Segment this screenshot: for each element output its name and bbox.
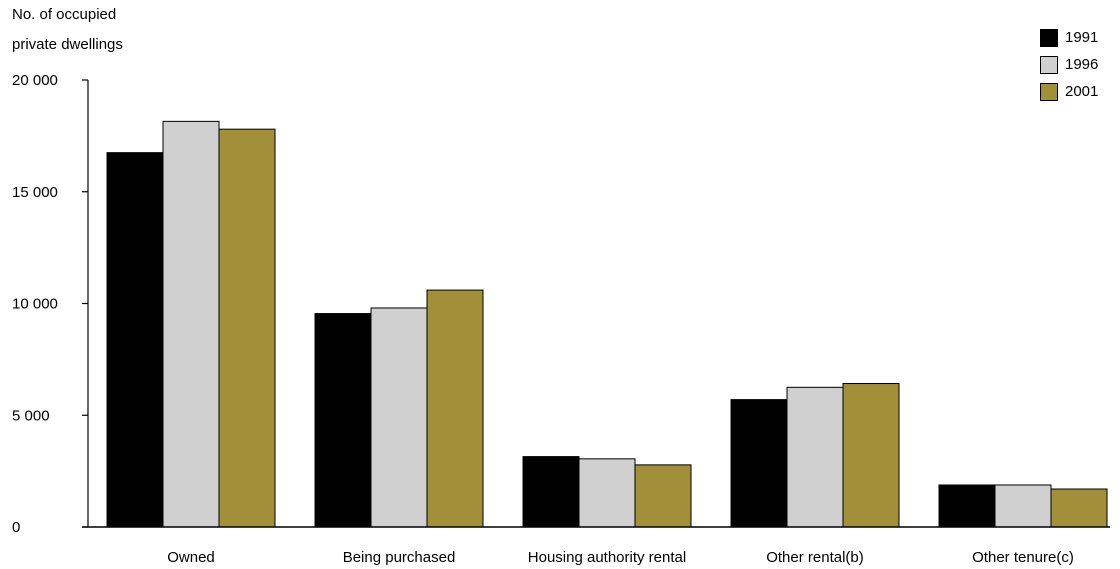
bar-1991-2 <box>522 456 580 528</box>
bar-1996-3 <box>786 386 844 528</box>
x-tick-label-3: Other rental(b) <box>766 549 864 566</box>
y-tick-label-4: 20 000 <box>12 72 58 89</box>
legend-swatch-1991 <box>1040 28 1058 47</box>
legend-label-2001: 2001 <box>1065 83 1099 100</box>
x-tick-label-1: Being purchased <box>343 549 456 566</box>
y-tick-label-0: 0 <box>12 519 20 536</box>
y-tick-label-3: 15 000 <box>12 184 58 201</box>
legend-item-2001: 2001 <box>1040 78 1098 105</box>
bar-2001-4 <box>1050 488 1108 528</box>
legend-swatch-2001 <box>1040 82 1058 101</box>
legend-label-1996: 1996 <box>1065 56 1099 73</box>
legend: 1991 1996 2001 <box>1040 24 1098 105</box>
x-tick-label-2: Housing authority rental <box>528 549 686 566</box>
bar-1991-3 <box>730 399 788 528</box>
legend-item-1991: 1991 <box>1040 24 1098 51</box>
x-tick-label-0: Owned <box>167 549 215 566</box>
bar-1996-2 <box>578 458 636 528</box>
legend-label-1991: 1991 <box>1065 29 1099 46</box>
bar-1991-1 <box>314 313 372 528</box>
bar-1996-1 <box>370 307 428 528</box>
bar-1991-4 <box>938 484 996 528</box>
legend-item-1996: 1996 <box>1040 51 1098 78</box>
bar-2001-0 <box>218 128 276 528</box>
bar-1991-0 <box>106 152 164 528</box>
bar-2001-2 <box>634 464 692 528</box>
bar-2001-3 <box>842 383 900 528</box>
bar-1996-4 <box>994 484 1052 528</box>
bar-2001-1 <box>426 289 484 528</box>
y-tick-label-1: 5 000 <box>12 407 50 424</box>
y-axis-label-line-1: No. of occupied <box>12 6 117 23</box>
x-tick-label-4: Other tenure(c) <box>972 549 1074 566</box>
legend-swatch-1996 <box>1040 55 1058 74</box>
y-tick-label-2: 10 000 <box>12 296 58 313</box>
bar-1996-0 <box>162 120 220 528</box>
y-axis-label-line-2: private dwellings <box>12 36 123 53</box>
